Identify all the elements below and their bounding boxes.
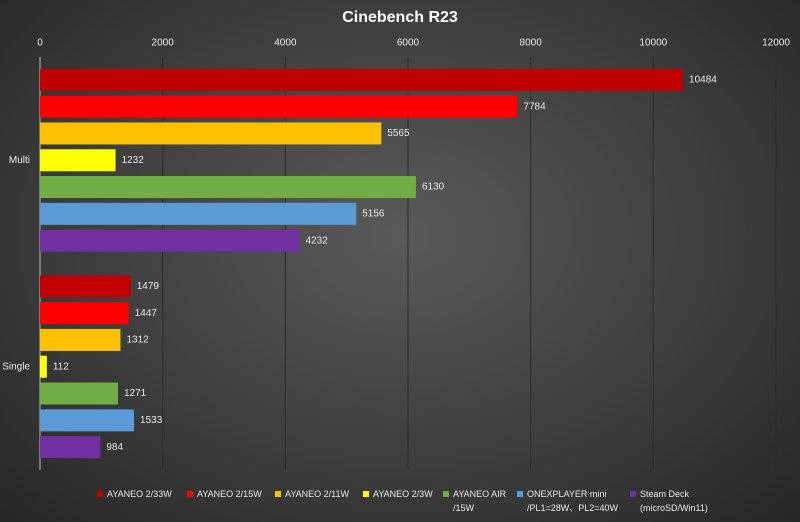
value-label: 5156 [362, 208, 385, 219]
legend-item: Steam Deck (microSD/Win11) [630, 487, 708, 515]
value-label: 1271 [124, 388, 147, 399]
value-label: 112 [53, 361, 69, 372]
value-label: 4232 [306, 235, 329, 246]
bar [40, 436, 101, 459]
legend-swatch [443, 491, 449, 497]
value-label: 5565 [387, 128, 410, 139]
legend-label: AYANEO AIR /15W [453, 489, 507, 513]
legend-item: AYANEO 2/11W [275, 487, 349, 501]
bar [40, 382, 118, 405]
value-label: 7784 [523, 101, 546, 112]
bar [40, 68, 684, 91]
chart-title: Cinebench R23 [342, 9, 458, 26]
legend-label: AYANEO 2/11W [285, 489, 350, 499]
legend-label: AYANEO 2/3W [373, 489, 433, 499]
x-tick-label: 4000 [274, 38, 297, 49]
value-label: 984 [106, 442, 123, 453]
legend-swatch [275, 491, 281, 497]
value-label: 1447 [135, 308, 158, 319]
legend-swatch [187, 491, 193, 497]
bar [40, 275, 131, 298]
legend-item: AYANEO AIR /15W [443, 487, 506, 515]
bar [40, 302, 129, 325]
legend-label: Steam Deck (microSD/Win11) [640, 489, 708, 513]
legend-item: AYANEO 2/15W [187, 487, 262, 501]
x-tick-label: 2000 [152, 38, 175, 49]
legend-swatch [630, 491, 636, 497]
legend-swatch [97, 491, 103, 497]
legend-label: AYANEO 2/33W [107, 489, 172, 499]
value-label: 1479 [137, 281, 160, 292]
bar [40, 229, 300, 252]
bar [40, 122, 382, 145]
bar [40, 202, 357, 225]
x-tick-label: 8000 [520, 38, 543, 49]
bar [40, 409, 135, 432]
value-label: 1232 [122, 155, 145, 166]
bar [40, 149, 116, 172]
value-label: 1533 [140, 415, 163, 426]
value-label: 10484 [689, 74, 717, 85]
bar [40, 176, 416, 199]
x-tick-label: 0 [37, 38, 43, 49]
value-label: 6130 [422, 182, 445, 193]
legend-swatch [363, 491, 369, 497]
legend-swatch [517, 491, 523, 497]
x-tick-label: 6000 [397, 38, 420, 49]
y-tick-label: Single [2, 361, 30, 372]
x-tick-label: 10000 [639, 38, 667, 49]
bar [40, 328, 121, 351]
legend-item: AYANEO 2/3W [363, 487, 433, 501]
bar [40, 355, 47, 378]
legend-item: ONEXPLAYER mini /PL1=28W、PL2=40W [517, 487, 618, 515]
legend-label: ONEXPLAYER mini /PL1=28W、PL2=40W [527, 489, 619, 513]
legend-label: AYANEO 2/15W [197, 489, 262, 499]
x-tick-label: 12000 [762, 38, 790, 49]
y-tick-label: Multi [9, 155, 30, 166]
value-label: 1312 [126, 335, 149, 346]
legend-item: AYANEO 2/33W [97, 487, 172, 501]
bar [40, 95, 518, 118]
